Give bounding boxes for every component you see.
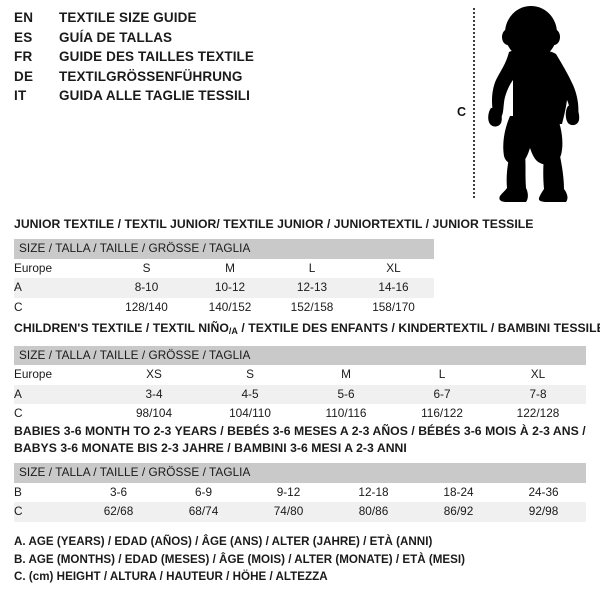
children-a-value-3: 5-6 xyxy=(298,384,394,405)
legend-line-b: B. AGE (MONTHS) / EDAD (MESES) / ÂGE (MO… xyxy=(14,552,466,566)
children-a-value-1: 3-4 xyxy=(106,384,202,405)
junior-size-band-label: SIZE / TALLA / TAILLE / GRÖSSE / TAGLIA xyxy=(14,239,435,259)
junior-europe-value-4: XL xyxy=(386,260,401,275)
children-c-value-5: 122/128 xyxy=(516,406,560,421)
language-title-it: GUIDA ALLE TAGLIE TESSILI xyxy=(59,88,250,103)
children-title-pre: CHILDREN'S TEXTILE / TEXTIL NIÑO xyxy=(14,321,229,335)
language-row-it: IT GUIDA ALLE TAGLIE TESSILI xyxy=(14,88,434,108)
children-c-value-4: 116/122 xyxy=(421,406,463,421)
babies-row-label-c: C xyxy=(14,502,76,522)
babies-table-title-line2: BABYS 3-6 MONATE BIS 2-3 JAHRE / BAMBINI… xyxy=(14,441,407,455)
table-row: Europe S M L XL xyxy=(14,259,434,279)
junior-textile-table-block: JUNIOR TEXTILE / TEXTIL JUNIOR/ TEXTILE … xyxy=(14,216,534,318)
babies-size-band-label: SIZE / TALLA / TAILLE / GRÖSSE / TAGLIA xyxy=(14,463,587,483)
junior-c-value-3: 152/158 xyxy=(290,299,334,314)
junior-a-value-4: 14-16 xyxy=(353,278,435,298)
children-a-value-2: 4-5 xyxy=(202,384,298,405)
children-a-value-4: 6-7 xyxy=(394,384,490,405)
language-code-es: ES xyxy=(14,29,33,45)
language-title-fr: GUIDE DES TAILLES TEXTILE xyxy=(59,49,255,64)
toddler-silhouette-icon xyxy=(488,6,580,202)
babies-size-table: SIZE / TALLA / TAILLE / GRÖSSE / TAGLIA … xyxy=(14,463,587,522)
children-europe-value-3: M xyxy=(341,367,351,382)
babies-b-value-4: 12-18 xyxy=(358,484,389,499)
babies-row-label-b: B xyxy=(14,484,22,499)
junior-row-label-a: A xyxy=(14,278,104,298)
children-table-band-row: SIZE / TALLA / TAILLE / GRÖSSE / TAGLIA xyxy=(14,345,586,366)
junior-table-title: JUNIOR TEXTILE / TEXTIL JUNIOR/ TEXTILE … xyxy=(14,217,534,231)
children-c-value-2: 104/110 xyxy=(229,406,271,421)
language-code-en: EN xyxy=(14,10,34,25)
children-a-value-5: 7-8 xyxy=(490,384,586,405)
language-header: EN TEXTILE SIZE GUIDE ES GUÍA DE TALLAS … xyxy=(14,10,434,108)
children-title-post: / TEXTILE DES ENFANTS / KINDERTEXTIL / B… xyxy=(237,321,600,335)
language-row-es: ES GUÍA DE TALLAS xyxy=(14,30,434,50)
language-title-es: GUÍA DE TALLAS xyxy=(59,29,173,45)
language-code-fr: FR xyxy=(14,49,33,64)
table-row: A 3-4 4-5 5-6 6-7 7-8 xyxy=(14,384,586,405)
language-code-de: DE xyxy=(14,68,34,84)
language-row-de: DE TEXTILGRÖSSENFÜHRUNG xyxy=(14,69,434,89)
junior-a-value-1: 8-10 xyxy=(104,278,189,298)
babies-b-value-3: 9-12 xyxy=(276,484,301,499)
language-row-fr: FR GUIDE DES TAILLES TEXTILE xyxy=(14,49,434,69)
junior-table-band-row: SIZE / TALLA / TAILLE / GRÖSSE / TAGLIA xyxy=(14,239,435,259)
children-title-sub: /A xyxy=(228,325,238,336)
height-measurement-figure: C xyxy=(440,0,600,210)
language-title-en: TEXTILE SIZE GUIDE xyxy=(59,10,197,25)
junior-c-value-4: 158/170 xyxy=(372,299,415,314)
babies-b-value-1: 3-6 xyxy=(109,484,128,499)
babies-textile-table-block: BABIES 3-6 MONTH TO 2-3 YEARS / BEBÉS 3-… xyxy=(14,423,587,522)
language-row-en: EN TEXTILE SIZE GUIDE xyxy=(14,10,434,30)
children-europe-value-5: XL xyxy=(530,367,546,382)
children-table-title: CHILDREN'S TEXTILE / TEXTIL NIÑO/A / TEX… xyxy=(14,320,600,340)
legend-line-c: C. (cm) HEIGHT / ALTURA / HAUTEUR / HÖHE… xyxy=(14,570,328,583)
babies-b-value-6: 24-36 xyxy=(528,484,559,499)
children-row-label-europe: Europe xyxy=(14,367,53,382)
legend-line-a: A. AGE (YEARS) / EDAD (AÑOS) / ÂGE (ANS)… xyxy=(14,535,433,548)
table-row: C 128/140 140/152 152/158 158/170 xyxy=(14,298,434,318)
table-row: C 98/104 104/110 110/116 116/122 122/128 xyxy=(14,404,586,424)
junior-row-label-europe: Europe xyxy=(14,260,53,275)
junior-c-value-2: 140/152 xyxy=(208,299,252,314)
children-europe-value-2: S xyxy=(246,367,254,382)
babies-c-value-1: 62/68 xyxy=(76,502,161,522)
language-title-de: TEXTILGRÖSSENFÜHRUNG xyxy=(59,68,243,84)
babies-c-value-4: 80/86 xyxy=(331,502,416,522)
junior-a-value-2: 10-12 xyxy=(189,278,271,298)
junior-europe-value-3: L xyxy=(308,260,316,275)
babies-c-value-6: 92/98 xyxy=(501,502,587,522)
junior-c-value-1: 128/140 xyxy=(125,299,168,314)
table-row: B 3-6 6-9 9-12 12-18 18-24 24-36 xyxy=(14,483,586,503)
children-europe-value-1: XS xyxy=(146,367,162,382)
children-row-label-a: A xyxy=(14,384,106,405)
babies-c-value-2: 68/74 xyxy=(161,502,246,522)
children-size-band-label: SIZE / TALLA / TAILLE / GRÖSSE / TAGLIA xyxy=(14,345,586,366)
children-c-value-3: 110/116 xyxy=(325,406,367,421)
children-c-value-1: 98/104 xyxy=(135,406,173,421)
table-row: Europe XS S M L XL xyxy=(14,365,586,385)
table-row: A 8-10 10-12 12-13 14-16 xyxy=(14,278,435,298)
babies-table-band-row: SIZE / TALLA / TAILLE / GRÖSSE / TAGLIA xyxy=(14,463,587,483)
language-code-it: IT xyxy=(14,88,27,103)
height-indicator-label: C xyxy=(457,105,467,119)
children-europe-value-4: L xyxy=(438,367,446,382)
children-size-table: SIZE / TALLA / TAILLE / GRÖSSE / TAGLIA … xyxy=(14,345,586,424)
babies-table-title-line1: BABIES 3-6 MONTH TO 2-3 YEARS / BEBÉS 3-… xyxy=(14,424,586,438)
children-textile-table-block: CHILDREN'S TEXTILE / TEXTIL NIÑO/A / TEX… xyxy=(14,320,600,424)
babies-c-value-3: 74/80 xyxy=(246,502,331,522)
babies-b-value-2: 6-9 xyxy=(194,484,213,499)
junior-a-value-3: 12-13 xyxy=(271,278,353,298)
table-row: C 62/68 68/74 74/80 80/86 86/92 92/98 xyxy=(14,502,587,522)
babies-b-value-5: 18-24 xyxy=(443,484,474,499)
junior-row-label-c: C xyxy=(14,299,23,314)
junior-europe-value-1: S xyxy=(142,260,151,275)
junior-europe-value-2: M xyxy=(225,260,235,275)
junior-size-table: SIZE / TALLA / TAILLE / GRÖSSE / TAGLIA … xyxy=(14,239,435,318)
babies-c-value-5: 86/92 xyxy=(416,502,501,522)
height-dotted-line xyxy=(473,8,475,198)
children-row-label-c: C xyxy=(14,406,23,421)
measurement-legend: A. AGE (YEARS) / EDAD (AÑOS) / ÂGE (ANS)… xyxy=(14,533,574,586)
